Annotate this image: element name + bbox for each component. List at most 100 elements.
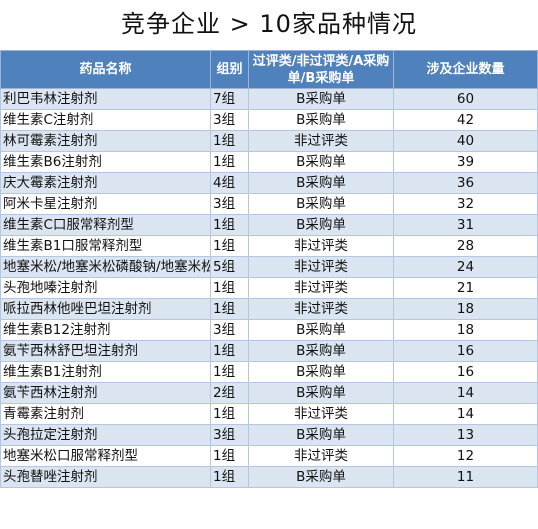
table-row: 维生素C口服常释剂型 1组 B采购单 31 — [0, 214, 538, 236]
group-cell: 1组 — [210, 151, 249, 173]
company-count-cell: 16 — [393, 361, 538, 383]
table-row: 地塞米松口服常释剂型 1组 非过评类 12 — [0, 445, 538, 467]
table-row: 氨苄西林注射剂 2组 B采购单 14 — [0, 382, 538, 404]
group-cell: 1组 — [210, 214, 249, 236]
group-cell: 1组 — [210, 277, 249, 299]
category-cell: B采购单 — [248, 172, 394, 194]
header-row: 药品名称 组别 过评类/非过评类/A采购单/B采购单 涉及企业数量 — [0, 50, 538, 89]
table-row: 头孢地嗪注射剂 1组 非过评类 21 — [0, 277, 538, 299]
company-count-cell: 16 — [393, 340, 538, 362]
company-count-cell: 39 — [393, 151, 538, 173]
group-cell: 1组 — [210, 130, 249, 152]
table-row: 地塞米松/地塞米松磷酸钠/地塞米松棕榈酸酯注射剂5组非过评类24 — [0, 256, 538, 278]
table-row: 头孢拉定注射剂 3组 B采购单 13 — [0, 424, 538, 446]
group-cell: 1组 — [210, 235, 249, 257]
category-cell: 非过评类 — [248, 403, 394, 425]
group-cell: 3组 — [210, 424, 249, 446]
company-count-cell: 32 — [393, 193, 538, 215]
company-count-cell: 18 — [393, 298, 538, 320]
drug-name-cell: 利巴韦林注射剂 — [0, 88, 211, 110]
category-cell: B采购单 — [248, 109, 394, 131]
category-cell: B采购单 — [248, 88, 394, 110]
data-table: 药品名称 组别 过评类/非过评类/A采购单/B采购单 涉及企业数量 利巴韦林注射… — [0, 50, 538, 488]
page-title: 竞争企业 > 10家品种情况 — [121, 10, 417, 38]
category-cell: 非过评类 — [248, 130, 394, 152]
company-count-cell: 24 — [393, 256, 538, 278]
drug-name-cell: 头孢拉定注射剂 — [0, 424, 211, 446]
drug-name-cell: 头孢地嗪注射剂 — [0, 277, 211, 299]
header-drug-name: 药品名称 — [0, 50, 211, 89]
company-count-cell: 40 — [393, 130, 538, 152]
company-count-cell: 31 — [393, 214, 538, 236]
drug-name-cell: 庆大霉素注射剂 — [0, 172, 211, 194]
category-cell: 非过评类 — [248, 256, 394, 278]
category-cell: B采购单 — [248, 382, 394, 404]
company-count-cell: 18 — [393, 319, 538, 341]
company-count-cell: 36 — [393, 172, 538, 194]
drug-name-cell: 阿米卡星注射剂 — [0, 193, 211, 215]
company-count-cell: 14 — [393, 382, 538, 404]
group-cell: 3组 — [210, 319, 249, 341]
group-cell: 1组 — [210, 298, 249, 320]
category-cell: B采购单 — [248, 466, 394, 488]
category-cell: B采购单 — [248, 193, 394, 215]
table-row: 维生素B1注射剂 1组 B采购单 16 — [0, 361, 538, 383]
drug-name-cell: 地塞米松口服常释剂型 — [0, 445, 211, 467]
category-cell: 非过评类 — [248, 445, 394, 467]
table-row: 庆大霉素注射剂 4组 B采购单 36 — [0, 172, 538, 194]
table-row: 利巴韦林注射剂 7组 B采购单 60 — [0, 88, 538, 110]
company-count-cell: 21 — [393, 277, 538, 299]
company-count-cell: 11 — [393, 466, 538, 488]
table-row: 青霉素注射剂 1组 非过评类 14 — [0, 403, 538, 425]
group-cell: 3组 — [210, 193, 249, 215]
group-cell: 1组 — [210, 340, 249, 362]
company-count-cell: 13 — [393, 424, 538, 446]
company-count-cell: 28 — [393, 235, 538, 257]
company-count-cell: 42 — [393, 109, 538, 131]
drug-name-cell: 维生素C口服常释剂型 — [0, 214, 211, 236]
header-category: 过评类/非过评类/A采购单/B采购单 — [248, 50, 394, 89]
drug-name-cell: 氨苄西林舒巴坦注射剂 — [0, 340, 211, 362]
group-cell: 1组 — [210, 403, 249, 425]
category-cell: B采购单 — [248, 340, 394, 362]
header-company-count: 涉及企业数量 — [393, 50, 538, 89]
group-cell: 5组 — [210, 256, 249, 278]
category-cell: B采购单 — [248, 424, 394, 446]
group-cell: 7组 — [210, 88, 249, 110]
drug-name-cell: 氨苄西林注射剂 — [0, 382, 211, 404]
table-row: 维生素B6注射剂 1组 B采购单 39 — [0, 151, 538, 173]
drug-name-cell: 维生素B1注射剂 — [0, 361, 211, 383]
table-row: 阿米卡星注射剂 3组 B采购单 32 — [0, 193, 538, 215]
table-row: 维生素B1口服常释剂型 1组 非过评类 28 — [0, 235, 538, 257]
table-row: 林可霉素注射剂 1组 非过评类 40 — [0, 130, 538, 152]
company-count-cell: 12 — [393, 445, 538, 467]
drug-name-cell: 头孢替唑注射剂 — [0, 466, 211, 488]
drug-name-cell: 维生素B12注射剂 — [0, 319, 211, 341]
table-row: 维生素C注射剂 3组 B采购单 42 — [0, 109, 538, 131]
company-count-cell: 60 — [393, 88, 538, 110]
group-cell: 2组 — [210, 382, 249, 404]
category-cell: 非过评类 — [248, 235, 394, 257]
group-cell: 1组 — [210, 445, 249, 467]
table-row: 哌拉西林他唑巴坦注射剂 1组 非过评类 18 — [0, 298, 538, 320]
header-group: 组别 — [210, 50, 249, 89]
drug-name-cell: 维生素B1口服常释剂型 — [0, 235, 211, 257]
category-cell: B采购单 — [248, 361, 394, 383]
drug-name-cell: 维生素C注射剂 — [0, 109, 211, 131]
category-cell: B采购单 — [248, 214, 394, 236]
drug-name-cell: 青霉素注射剂 — [0, 403, 211, 425]
drug-name-cell: 维生素B6注射剂 — [0, 151, 211, 173]
category-cell: 非过评类 — [248, 277, 394, 299]
group-cell: 1组 — [210, 361, 249, 383]
group-cell: 1组 — [210, 466, 249, 488]
table-body: 利巴韦林注射剂 7组 B采购单 60 维生素C注射剂 3组 B采购单 42 林可霉素注射剂 1组非… — [0, 88, 538, 488]
table-row: 头孢替唑注射剂 1组 B采购单 11 — [0, 466, 538, 488]
company-count-cell: 14 — [393, 403, 538, 425]
table-row: 维生素B12注射剂 3组 B采购单 18 — [0, 319, 538, 341]
drug-name-cell: 哌拉西林他唑巴坦注射剂 — [0, 298, 211, 320]
table-row: 氨苄西林舒巴坦注射剂 1组 B采购单 16 — [0, 340, 538, 362]
drug-name-cell: 地塞米松/地塞米松磷酸钠/地塞米松棕榈酸酯注射剂 — [0, 256, 211, 278]
drug-name-cell: 林可霉素注射剂 — [0, 130, 211, 152]
category-cell: B采购单 — [248, 319, 394, 341]
group-cell: 3组 — [210, 109, 249, 131]
